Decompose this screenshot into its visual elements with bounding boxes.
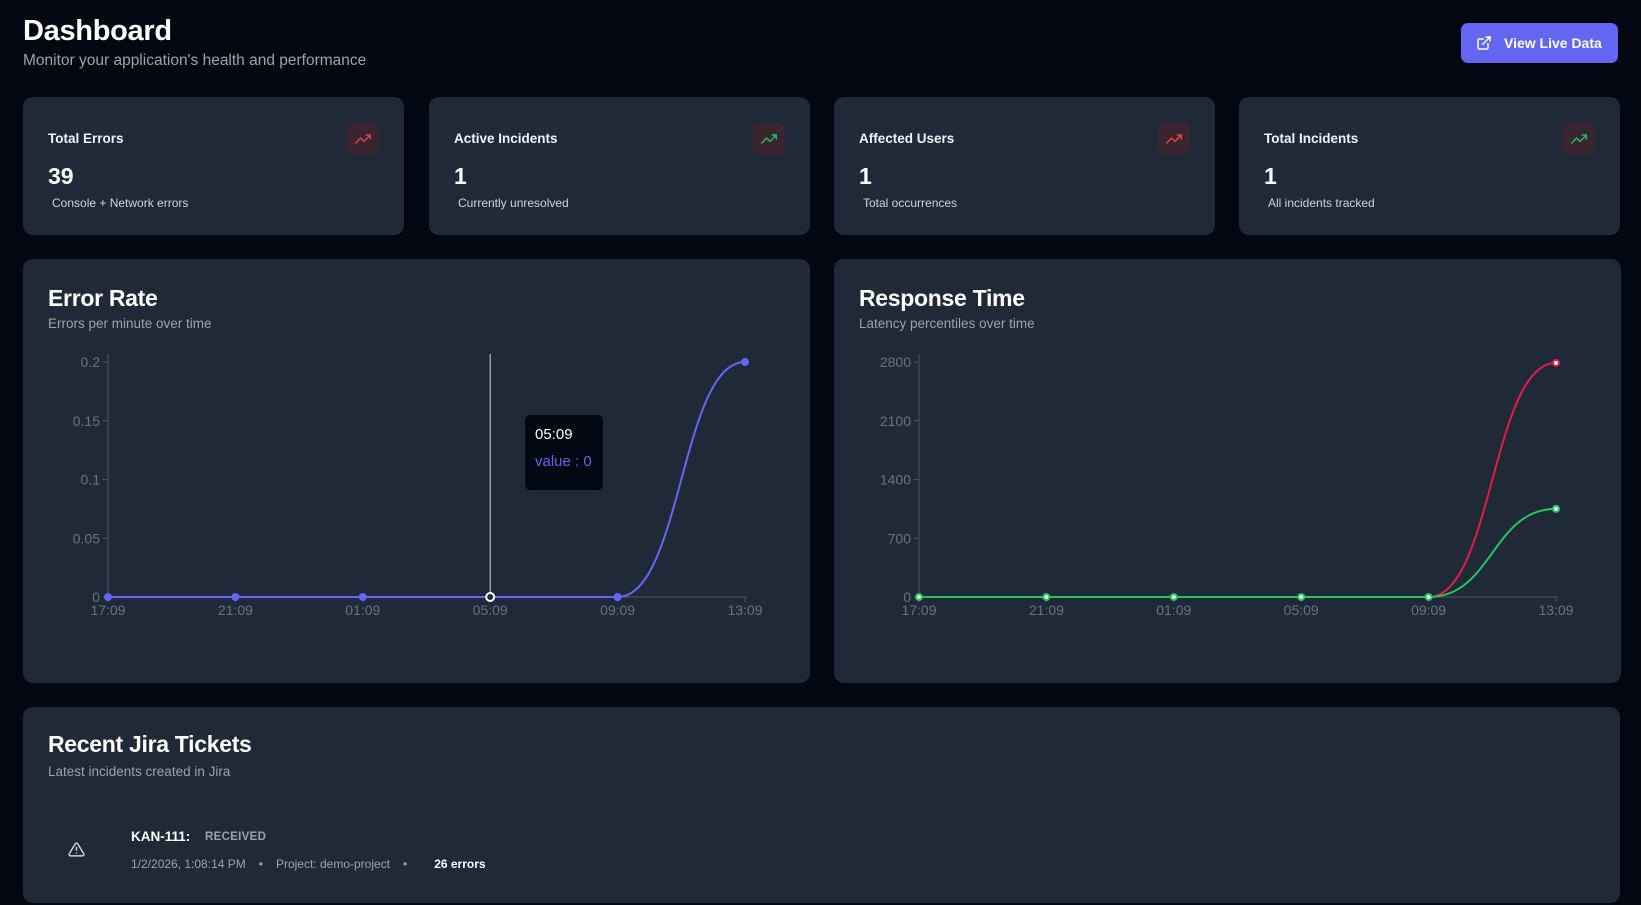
jira-tickets-card: Recent Jira Tickets Latest incidents cre… [23, 707, 1620, 903]
stat-value: 39 [48, 163, 74, 189]
x-tick-label: 21:09 [1029, 602, 1064, 618]
stat-card-total-incidents: Total Incidents 1 All incidents tracked [1239, 97, 1620, 235]
x-tick-label: 01:09 [345, 602, 380, 618]
stat-card-active-incidents: Active Incidents 1 Currently unresolved [429, 97, 810, 235]
stat-note: Total occurrences [863, 196, 958, 210]
view-live-data-label: View Live Data [1504, 35, 1602, 51]
tickets-subtitle: Latest incidents created in Jira [48, 764, 231, 779]
trending-up-icon [1571, 134, 1587, 144]
trending-up-icon [1166, 134, 1182, 144]
ticket-error-count: 26 errors [434, 857, 486, 871]
stat-card-total-errors: Total Errors 39 Console + Network errors [23, 97, 404, 235]
data-point [231, 593, 240, 601]
stat-note: Currently unresolved [458, 196, 569, 210]
data-point [1297, 593, 1306, 601]
alert-triangle-icon [68, 842, 85, 857]
stat-icon-box [753, 123, 785, 155]
data-point [485, 592, 496, 602]
x-tick-label: 09:09 [600, 602, 635, 618]
ticket-row[interactable]: KAN-111: RECEIVED 1/2/2026, 1:08:14 PM •… [48, 822, 1588, 878]
tooltip-value: value : 0 [535, 453, 592, 470]
stat-icon-box [347, 123, 379, 155]
x-tick-label: 13:09 [1538, 602, 1573, 618]
x-tick-label: 05:09 [473, 602, 508, 618]
data-point [1424, 593, 1433, 601]
data-point [1552, 504, 1560, 513]
data-point [104, 593, 112, 601]
chart-tooltip: 05:09 value : 0 [525, 415, 603, 490]
page-title: Dashboard [23, 15, 172, 47]
series-line [918, 507, 1557, 598]
y-tick-label: 2800 [880, 354, 911, 370]
y-tick-label: 1400 [880, 472, 911, 488]
y-tick-label: 2100 [880, 413, 911, 429]
chart-subtitle: Errors per minute over time [48, 316, 212, 331]
y-tick-label: 0.1 [81, 472, 101, 488]
series-line [107, 361, 746, 598]
x-tick-label: 17:09 [901, 602, 936, 618]
error-rate-card: Error Rate Errors per minute over time 0… [23, 259, 810, 683]
chart-subtitle: Latency percentiles over time [859, 316, 1035, 331]
ticket-project: Project: demo-project [275, 857, 390, 871]
y-tick-label: 0.05 [73, 530, 100, 546]
stat-title: Total Incidents [1264, 131, 1359, 146]
series-line [918, 361, 1557, 598]
stat-icon-box [1563, 123, 1595, 155]
response-time-card: Response Time Latency percentiles over t… [834, 259, 1621, 683]
ticket-meta: 1/2/2026, 1:08:14 PM • Project: demo-pro… [131, 857, 486, 871]
tickets-title: Recent Jira Tickets [48, 731, 252, 757]
chart-title: Error Rate [48, 285, 158, 311]
data-point [1169, 593, 1178, 601]
data-point [915, 593, 923, 601]
x-tick-label: 21:09 [218, 602, 253, 618]
stat-note: Console + Network errors [52, 196, 189, 210]
trending-up-icon [355, 134, 371, 144]
x-tick-label: 01:09 [1156, 602, 1191, 618]
x-tick-label: 05:09 [1284, 602, 1319, 618]
external-link-icon [1477, 36, 1491, 50]
y-tick-label: 0 [903, 589, 911, 605]
y-tick-label: 700 [888, 530, 912, 546]
stat-title: Affected Users [859, 131, 955, 146]
trending-up-icon [761, 134, 777, 144]
view-live-data-button[interactable]: View Live Data [1461, 23, 1618, 63]
y-tick-label: 0 [92, 589, 100, 605]
stat-card-affected-users: Affected Users 1 Total occurrences [834, 97, 1215, 235]
data-point [741, 358, 749, 366]
data-point [613, 593, 622, 601]
separator-dot: • [258, 857, 263, 871]
stat-note: All incidents tracked [1268, 196, 1375, 210]
stat-title: Total Errors [48, 131, 124, 146]
x-tick-label: 13:09 [727, 602, 762, 618]
page-header: Dashboard Monitor your application's hea… [23, 14, 1618, 74]
page-subtitle: Monitor your application's health and pe… [23, 52, 367, 69]
y-tick-label: 0.15 [73, 413, 100, 429]
y-tick-label: 0.2 [81, 354, 101, 370]
data-point [1042, 593, 1051, 601]
error-rate-chart[interactable]: 0 0.05 0.1 0.15 0.2 17:09 21:09 01:09 05:09 09:09… [23, 259, 810, 683]
chart-title: Response Time [859, 285, 1025, 311]
x-tick-label: 17:09 [90, 602, 125, 618]
separator-dot: • [403, 857, 408, 871]
data-point [1552, 358, 1560, 367]
stat-value: 1 [859, 163, 872, 189]
ticket-status-badge: RECEIVED [205, 831, 267, 843]
ticket-id: KAN-111: [131, 829, 191, 844]
stat-icon-box [1158, 123, 1190, 155]
stat-value: 1 [1264, 163, 1277, 189]
response-time-chart[interactable]: 0 700 1400 2100 2800 17:09 21:09 01:09 05:09 09:0… [834, 259, 1621, 683]
x-tick-label: 09:09 [1411, 602, 1446, 618]
ticket-date: 1/2/2026, 1:08:14 PM [131, 857, 246, 871]
stat-title: Active Incidents [454, 131, 558, 146]
stat-value: 1 [454, 163, 467, 189]
tooltip-time: 05:09 [535, 426, 573, 443]
data-point [358, 593, 367, 601]
